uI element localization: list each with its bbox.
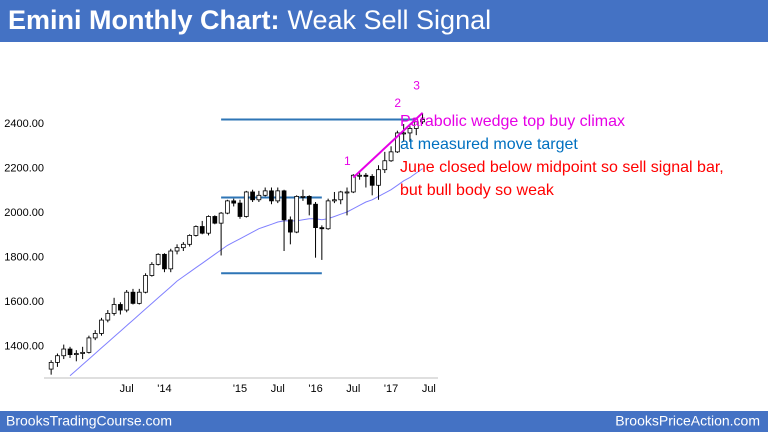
candle-body <box>124 291 130 311</box>
candle-body <box>269 190 274 202</box>
candle-body <box>136 291 142 304</box>
note: June closed below midpoint so sell signa… <box>400 159 724 176</box>
y-tick-label: 1800.00 <box>4 252 44 264</box>
candle-body <box>319 227 325 230</box>
candle-body <box>111 304 117 314</box>
candle-body <box>325 200 331 230</box>
note: Parabolic wedge top buy climax <box>400 113 625 130</box>
candle-body <box>73 353 79 356</box>
candle-body <box>407 128 413 134</box>
y-tick-label: 1400.00 <box>4 341 44 353</box>
wave-label: 1 <box>344 154 351 168</box>
footer-left: BrooksTradingCourse.com <box>6 413 172 429</box>
candle-body <box>206 216 211 234</box>
candle-body <box>80 351 85 354</box>
candle-body <box>395 132 400 153</box>
note: at measured move target <box>400 136 578 153</box>
candle-body <box>86 337 92 353</box>
wave-label: 2 <box>394 96 401 110</box>
x-tick-label: Jul <box>422 383 436 395</box>
candle-body <box>118 304 123 311</box>
candle-body <box>99 319 104 334</box>
candle-body <box>294 196 300 233</box>
x-tick-label: Jul <box>271 383 285 395</box>
x-tick-label: Jul <box>346 383 360 395</box>
candle-body <box>388 151 394 162</box>
notes: Parabolic wedge top buy climax at measure… <box>400 113 724 199</box>
candle-body <box>250 191 255 201</box>
candle-body <box>256 194 262 201</box>
candle-body <box>243 191 249 217</box>
candle-body <box>105 312 111 321</box>
wedge-line <box>352 112 424 179</box>
candle-body <box>212 216 218 224</box>
moving-average <box>69 168 423 377</box>
candle-body <box>281 190 287 221</box>
candle-body <box>300 196 306 198</box>
y-tick-label: 2000.00 <box>4 207 44 219</box>
candle-body <box>149 263 155 276</box>
candle-body <box>92 333 98 339</box>
candle-body <box>67 348 73 356</box>
x-tick-label: '14 <box>157 383 171 395</box>
footer-right: BrooksPriceAction.com <box>615 413 760 429</box>
y-tick-label: 1600.00 <box>4 296 44 308</box>
x-tick-label: '15 <box>233 383 247 395</box>
candle-body <box>187 235 192 245</box>
candle-body <box>237 202 243 217</box>
candle-body <box>363 174 369 177</box>
candle-body <box>199 226 205 234</box>
candle-body <box>174 247 180 252</box>
candle-body <box>344 191 350 194</box>
candle-body <box>306 196 312 205</box>
slide-title: Emini Monthly Chart: Weak Sell Signal <box>8 5 491 35</box>
candle-body <box>48 362 54 370</box>
candle-body <box>288 219 293 233</box>
candle-body <box>350 174 356 193</box>
title-bold: Emini Monthly Chart: <box>8 5 280 35</box>
candle-body <box>231 200 237 204</box>
candle-body <box>382 160 388 171</box>
plot: 1400.00 1600.00 1800.00 2000.00 2200.00 2400.… <box>4 78 438 395</box>
candle-body <box>275 190 281 202</box>
candle-body <box>55 355 60 363</box>
x-tick-label: Jul <box>120 383 134 395</box>
candle-body <box>225 200 230 214</box>
candle-body <box>168 250 174 270</box>
candle-body <box>413 121 419 129</box>
candle-body <box>180 243 186 249</box>
candle-body <box>313 203 318 229</box>
candle-body <box>369 175 375 186</box>
x-tick-label: '17 <box>384 383 398 395</box>
candle-body <box>61 348 67 357</box>
candle-body <box>130 291 136 304</box>
title-rest: Weak Sell Signal <box>288 5 492 35</box>
wave-label: 3 <box>413 78 420 92</box>
candle-body <box>162 253 167 270</box>
y-tick-label: 2400.00 <box>4 118 44 130</box>
footer-bar <box>0 411 768 432</box>
candle-body <box>155 253 161 265</box>
candle-body <box>420 119 425 123</box>
candle-body <box>357 174 362 177</box>
candle-body <box>262 190 268 196</box>
note: but bull body so weak <box>400 182 555 199</box>
candle-body <box>338 191 344 201</box>
candle-body <box>193 226 199 236</box>
candle-body <box>332 199 337 202</box>
title-bar <box>0 0 768 42</box>
y-tick-label: 2200.00 <box>4 162 44 174</box>
candle-body <box>218 212 224 224</box>
candle-body <box>143 275 148 293</box>
x-tick-label: '16 <box>308 383 322 395</box>
candle-body <box>376 169 381 186</box>
